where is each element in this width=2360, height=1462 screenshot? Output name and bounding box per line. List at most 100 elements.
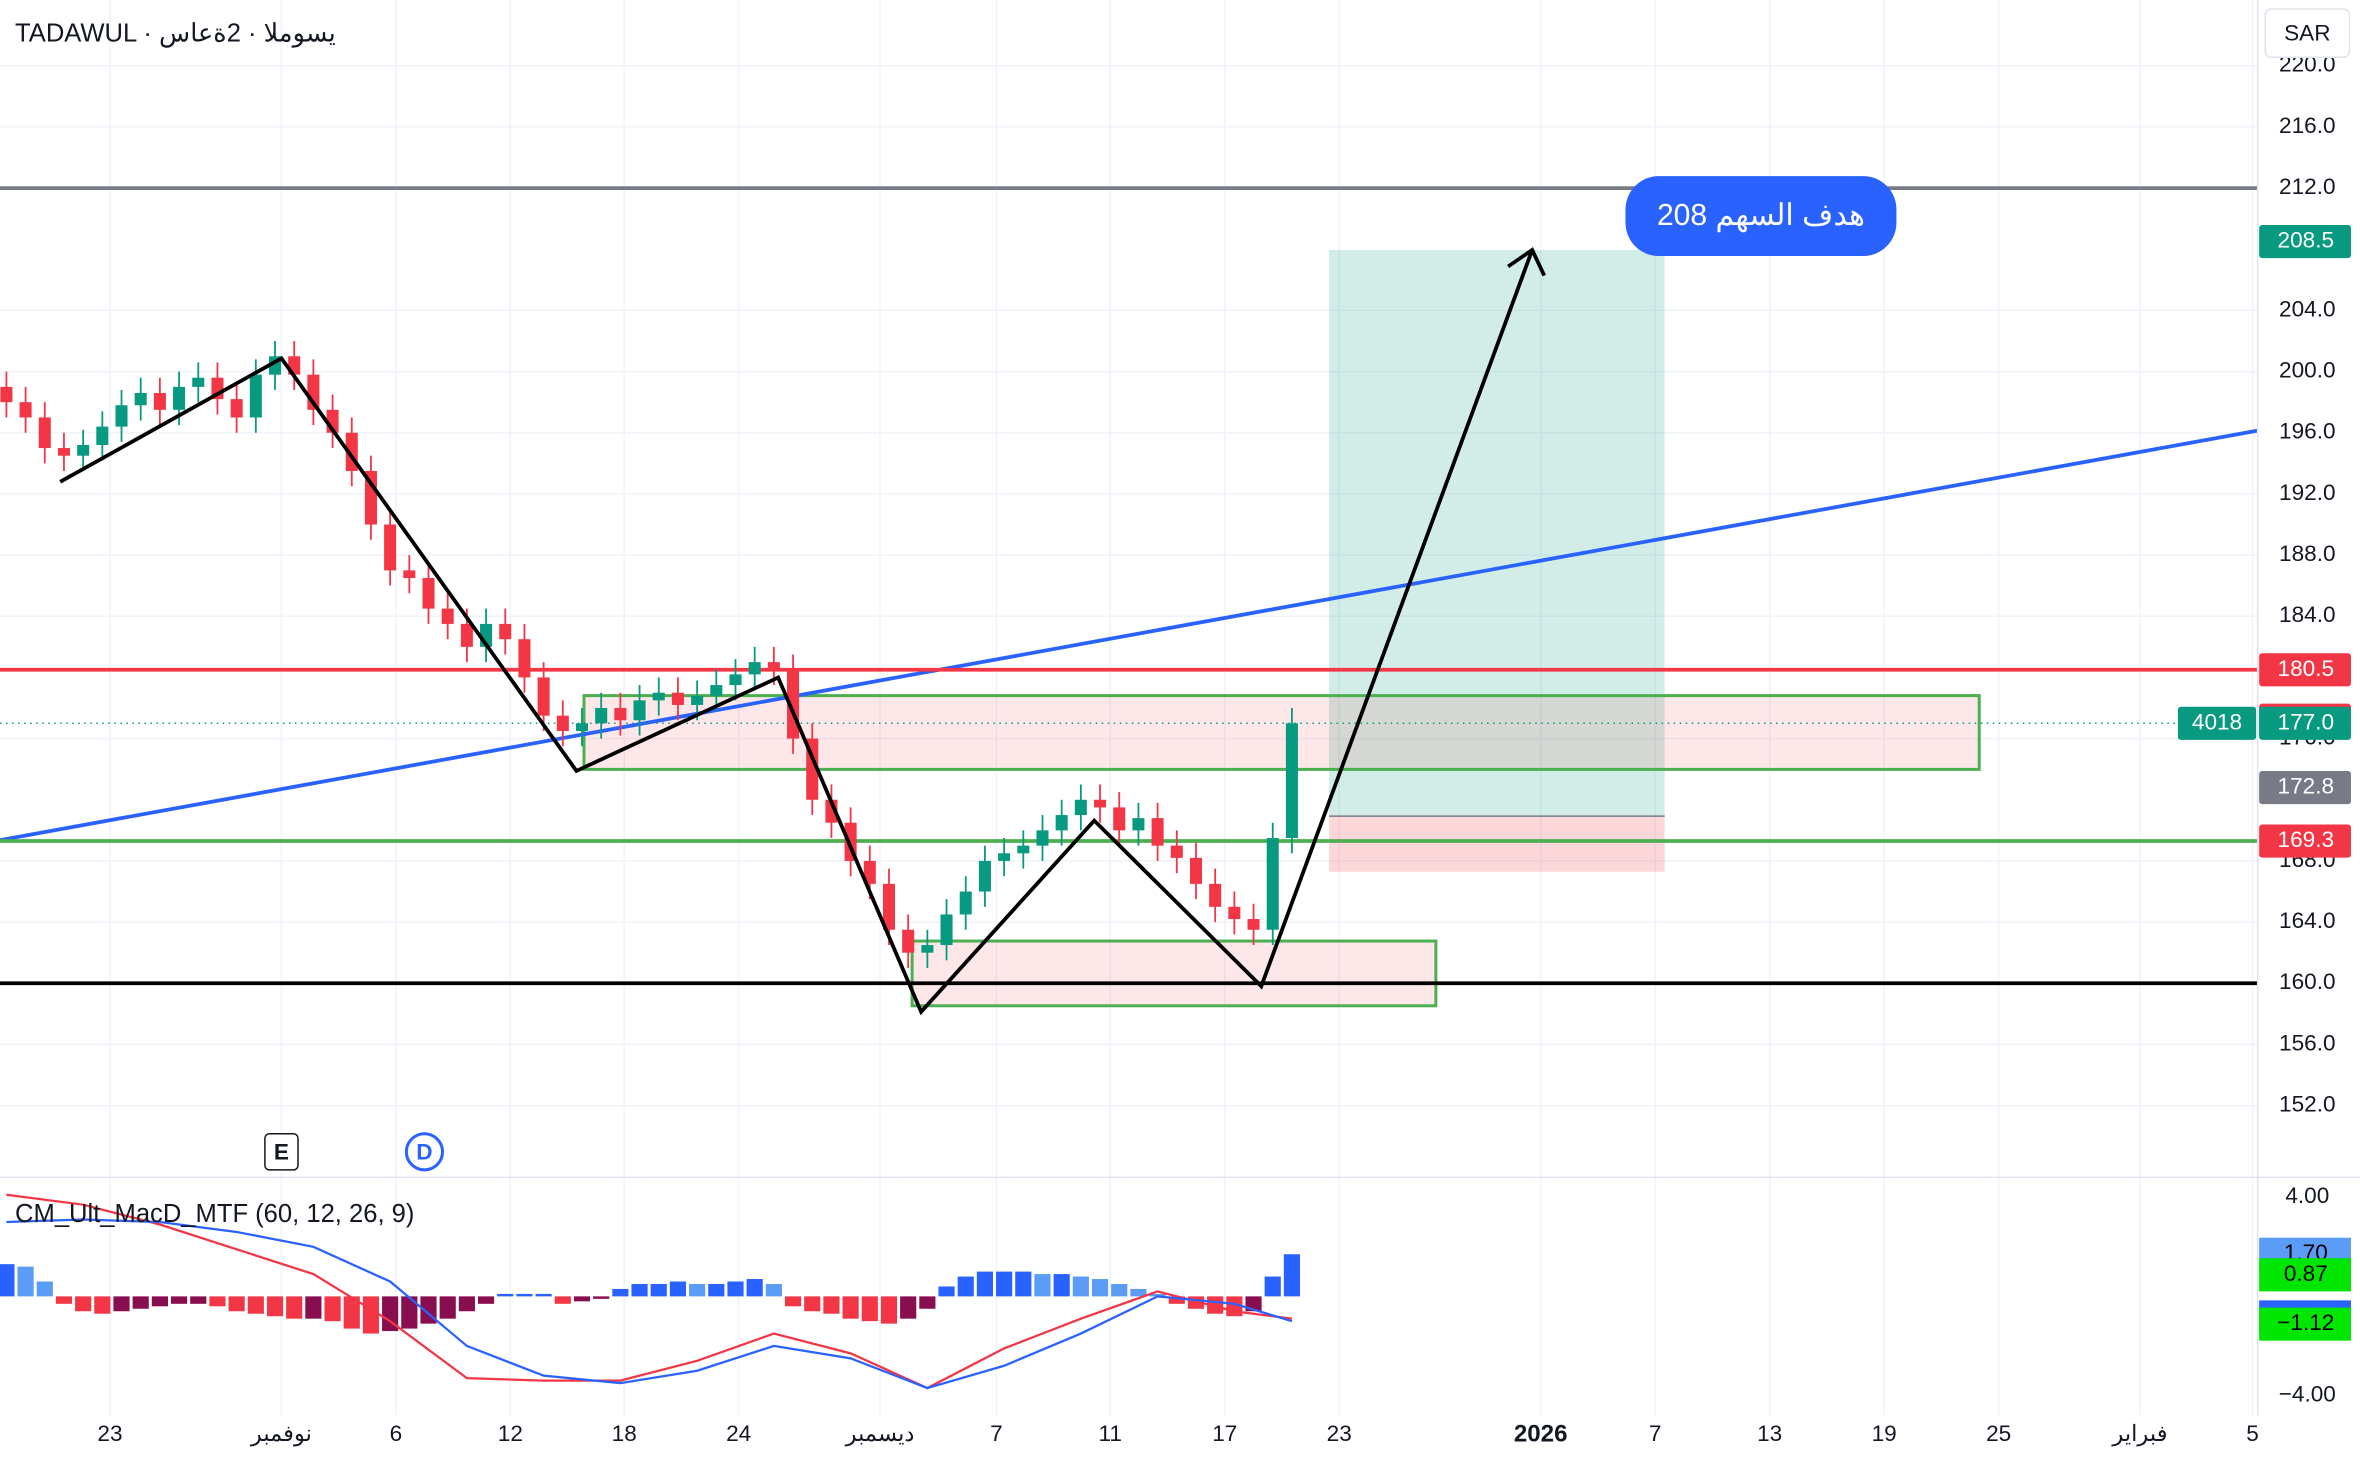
candle-body: [518, 639, 531, 678]
candle-body: [1247, 919, 1260, 930]
histogram-bar: [996, 1271, 1013, 1297]
histogram-bar: [593, 1296, 610, 1299]
candle-body: [959, 891, 972, 915]
candle-body: [460, 623, 473, 647]
histogram-bar: [650, 1283, 667, 1297]
indicator-label: −1.12: [2277, 1310, 2334, 1335]
histogram-bar: [324, 1296, 341, 1322]
zone-box: [910, 939, 1438, 1008]
x-tick-label: 5: [2246, 1421, 2259, 1446]
candle-body: [153, 393, 166, 410]
x-tick-label: 23: [97, 1421, 122, 1446]
price-label: 172.8: [2278, 773, 2335, 798]
x-tick-label: 13: [1757, 1421, 1782, 1446]
candle-body: [595, 708, 608, 724]
histogram-bar: [439, 1296, 456, 1319]
y-tick-label: 192.0: [2279, 480, 2336, 505]
candle-body: [614, 708, 627, 721]
stop-zone: [1329, 816, 1665, 872]
histogram-bar: [0, 1264, 15, 1297]
y-tick-label: 188.0: [2279, 541, 2336, 566]
histogram-bar: [689, 1283, 706, 1297]
candle-body: [173, 386, 186, 410]
histogram-bar: [209, 1296, 226, 1307]
x-tick-label: فبراير: [2111, 1421, 2167, 1447]
x-tick-label: 2026: [1514, 1420, 1568, 1447]
price-label-bg: [2259, 225, 2351, 259]
candle-body: [499, 623, 512, 640]
event-label[interactable]: E: [274, 1139, 289, 1164]
event-badge[interactable]: [404, 1132, 445, 1172]
indicator-pane: [0, 1193, 1301, 1390]
price-label-bg: [2259, 770, 2351, 805]
histogram-bar: [612, 1288, 629, 1297]
histogram-bar: [1130, 1288, 1147, 1297]
indicator-label: 0.87: [2284, 1261, 2328, 1286]
y-tick-label: 196.0: [2279, 419, 2336, 444]
indicator-title: CM_Ult_MacD_MTF (60, 12, 26, 9): [15, 1200, 414, 1228]
histogram-bar: [458, 1296, 475, 1312]
histogram-bar: [900, 1296, 917, 1319]
candle-body: [978, 860, 991, 892]
x-tick-label: 24: [726, 1421, 751, 1446]
candle-body: [1094, 799, 1107, 808]
annotation-bubble: [1625, 176, 1897, 256]
histogram-bar: [631, 1283, 648, 1297]
y-tick-label: 160.0: [2279, 969, 2336, 994]
candle-body: [691, 695, 704, 705]
candle-body: [575, 723, 589, 731]
y-tick-label: 164.0: [2279, 908, 2336, 933]
grid: [0, 0, 2258, 1416]
candle-body: [633, 700, 646, 721]
trend-line: [0, 428, 2258, 843]
histogram-bar: [669, 1281, 687, 1297]
histogram-bar: [190, 1296, 207, 1304]
candle-body: [230, 399, 243, 418]
histogram-bar: [36, 1281, 53, 1297]
event-badge[interactable]: [264, 1133, 299, 1171]
candle-body: [1228, 906, 1241, 920]
y-tick-label: 156.0: [2279, 1030, 2336, 1055]
candle-body: [192, 377, 205, 387]
currency-button[interactable]: [2264, 8, 2351, 58]
histogram-bar: [247, 1296, 264, 1314]
histogram-bar: [1015, 1271, 1032, 1297]
candle-body: [921, 945, 934, 953]
indicator-label-bg: [2259, 1307, 2351, 1341]
price-label-bg: [2259, 824, 2351, 858]
candle-body: [1113, 807, 1126, 831]
x-tick-label: 6: [390, 1421, 403, 1446]
histogram-bar: [708, 1283, 725, 1297]
histogram-bar: [1072, 1276, 1089, 1297]
histogram-bar: [55, 1296, 73, 1304]
candle-body: [940, 914, 953, 946]
candle-body: [403, 570, 416, 579]
candle-body: [748, 662, 761, 675]
histogram-bar: [573, 1296, 591, 1302]
candle-body: [96, 426, 109, 445]
histogram-bar: [228, 1296, 245, 1312]
x-tick-label: 18: [612, 1421, 637, 1446]
candle-body: [0, 386, 13, 403]
candle-body: [1189, 857, 1203, 884]
x-tick-label: 11: [1099, 1421, 1122, 1446]
currency[interactable]: SAR: [2284, 21, 2330, 46]
candle-body: [1017, 845, 1030, 854]
candle-body: [863, 860, 876, 884]
x-tick-label: 19: [1872, 1421, 1897, 1446]
histogram-bar: [861, 1296, 878, 1322]
y-tick-label: 152.0: [2279, 1092, 2336, 1117]
candle-body: [1132, 818, 1145, 831]
candle-body: [537, 677, 550, 716]
annotation-text: هدف السهم 208: [1657, 199, 1865, 233]
histogram-bar: [976, 1271, 994, 1297]
candle-body: [556, 715, 569, 731]
histogram-bar: [401, 1296, 418, 1329]
axes: 23 نوفمبر 6 12 18 24 ديسمبر 7 11 17 23 2026 7 13 19 25 ف…: [97, 52, 2351, 1447]
candle-body: [115, 405, 128, 427]
histogram-bar: [17, 1266, 34, 1297]
candle-body: [1209, 883, 1222, 907]
event-label[interactable]: D: [416, 1139, 432, 1164]
